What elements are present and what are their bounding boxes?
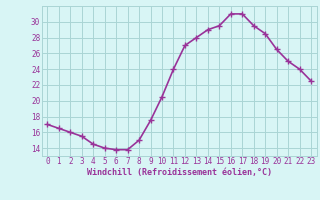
X-axis label: Windchill (Refroidissement éolien,°C): Windchill (Refroidissement éolien,°C)	[87, 168, 272, 177]
